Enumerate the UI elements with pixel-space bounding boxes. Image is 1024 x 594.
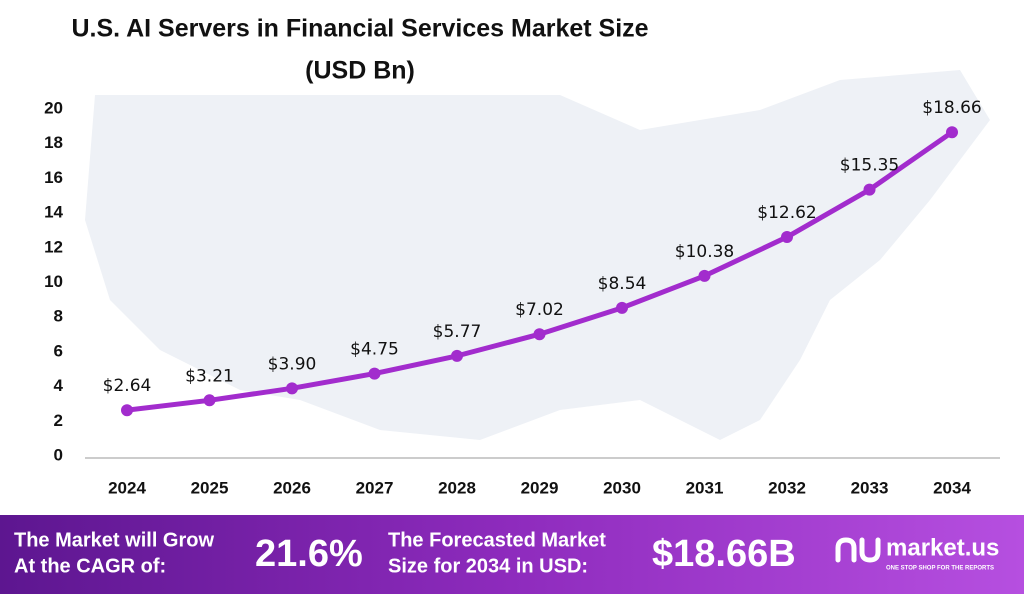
x-tick-label: 2030 — [603, 478, 641, 497]
data-point — [286, 382, 298, 395]
data-label: $5.77 — [433, 322, 482, 342]
x-tick-label: 2032 — [768, 478, 806, 497]
data-point — [533, 328, 546, 341]
x-tick-label: 2026 — [273, 478, 311, 497]
brand-name: market.us — [886, 534, 999, 561]
data-point — [121, 404, 133, 417]
cagr-text: The Market will Grow — [14, 529, 214, 551]
data-point — [781, 231, 793, 244]
data-point — [616, 301, 628, 314]
y-tick-label: 14 — [44, 203, 63, 222]
data-label: $4.75 — [350, 340, 399, 360]
data-label: $15.35 — [840, 156, 899, 176]
forecast-text: The Forecasted Market — [388, 529, 606, 551]
chart-title: U.S. AI Servers in Financial Services Ma… — [71, 15, 648, 43]
x-tick-label: 2033 — [851, 478, 889, 497]
data-label: $8.54 — [598, 274, 647, 294]
data-label: $3.90 — [268, 354, 317, 374]
data-point — [698, 269, 711, 282]
data-label: $2.64 — [103, 376, 152, 396]
cagr-value: 21.6% — [255, 533, 363, 575]
data-label: $10.38 — [675, 242, 734, 262]
forecast-text: Size for 2034 in USD: — [388, 555, 588, 577]
data-label: $12.62 — [757, 203, 816, 223]
data-point — [368, 367, 381, 380]
x-tick-label: 2028 — [438, 478, 476, 497]
y-tick-label: 2 — [54, 411, 63, 430]
map-background — [85, 70, 990, 440]
y-tick-label: 4 — [54, 376, 64, 395]
x-tick-label: 2025 — [191, 478, 229, 497]
data-label: $18.66 — [922, 98, 981, 118]
cagr-text: At the CAGR of: — [14, 555, 166, 577]
x-tick-label: 2034 — [933, 478, 971, 497]
x-tick-label: 2031 — [686, 478, 724, 497]
x-tick-label: 2029 — [521, 478, 559, 497]
x-tick-label: 2027 — [356, 478, 394, 497]
x-tick-label: 2024 — [108, 478, 146, 497]
data-label: $3.21 — [185, 366, 234, 386]
y-tick-label: 0 — [54, 445, 63, 464]
y-tick-label: 12 — [44, 237, 63, 256]
brand-tagline: ONE STOP SHOP FOR THE REPORTS — [886, 566, 994, 572]
y-tick-label: 10 — [44, 272, 63, 291]
forecast-value: $18.66B — [652, 533, 796, 575]
data-point — [863, 183, 876, 196]
y-tick-label: 8 — [54, 307, 63, 326]
y-tick-label: 18 — [44, 133, 63, 152]
y-tick-label: 20 — [44, 98, 63, 117]
data-point — [203, 394, 216, 407]
data-point — [451, 349, 463, 362]
brand-logo — [835, 537, 881, 563]
data-point — [946, 126, 958, 139]
y-tick-label: 6 — [54, 341, 63, 360]
y-tick-label: 16 — [44, 168, 63, 187]
chart-subtitle: (USD Bn) — [305, 57, 415, 85]
data-label: $7.02 — [515, 300, 564, 320]
